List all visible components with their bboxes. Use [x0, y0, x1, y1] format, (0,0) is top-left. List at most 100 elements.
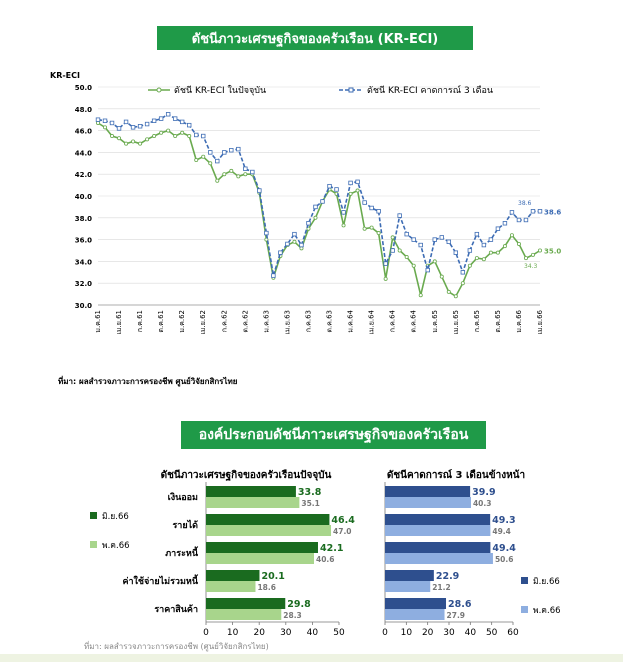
footer-strip — [0, 654, 623, 662]
bar-x-tick-label: 60 — [507, 628, 519, 638]
bar-current — [206, 570, 260, 581]
y-tick-label: 48.0 — [75, 106, 92, 114]
bar-current — [385, 486, 471, 497]
expect-point — [439, 235, 444, 240]
expect-point — [467, 248, 473, 253]
x-tick-label: เม.ย.66 — [536, 309, 544, 334]
main-chart-title: ดัชนีภาวะเศรษฐกิจของครัวเรือน (KR-ECI) — [157, 26, 473, 50]
bar-current — [206, 542, 318, 553]
expect-point — [474, 231, 480, 237]
bar-previous-value: 28.3 — [283, 611, 302, 620]
current-point — [488, 250, 493, 255]
expect-point — [537, 209, 543, 214]
bar-current-value: 49.4 — [492, 543, 516, 554]
bar-previous-value: 21.2 — [432, 583, 451, 592]
bar-current-value: 46.4 — [331, 515, 355, 526]
current-point — [474, 256, 479, 261]
bar-previous-value: 50.6 — [495, 555, 514, 564]
y-tick-label: 36.0 — [75, 237, 92, 245]
bar-legend-previous-swatch — [90, 541, 97, 548]
bar-previous — [385, 609, 445, 620]
bar-x-tick-label: 50 — [486, 628, 498, 638]
bar-legend-previous-label: พ.ค.66 — [533, 606, 561, 616]
x-tick-label: เม.ย.63 — [283, 310, 291, 334]
current-point — [467, 263, 472, 268]
bar-current-value: 49.3 — [492, 515, 515, 526]
current-point — [460, 281, 465, 286]
bar-category-label: ค่าใช้จ่ายไม่รวมหนี้ — [122, 574, 198, 587]
bar-current-value: 29.8 — [287, 599, 311, 610]
expect-point — [215, 158, 220, 164]
series-expect-line — [97, 113, 540, 276]
x-tick-label: ม.ค.66 — [515, 309, 523, 332]
x-tick-label: ม.ค.63 — [262, 310, 270, 333]
bar-previous-value: 35.1 — [301, 499, 320, 508]
bar-legend-previous-swatch — [521, 606, 528, 613]
current-point — [222, 172, 227, 177]
bar-chart-title: ดัชนีคาดการณ์ 3 เดือนข้างหน้า — [387, 469, 525, 481]
x-tick-label: เม.ย.64 — [368, 309, 376, 334]
bar-category-label: รายได้ — [172, 519, 198, 531]
x-tick-label: เม.ย.65 — [452, 310, 460, 334]
bar-previous-value: 40.6 — [316, 555, 335, 564]
expect-point — [425, 267, 430, 273]
current-point — [194, 158, 199, 163]
legend-expect-label: ดัชนี KR-ECI คาดการณ์ 3 เดือน — [367, 84, 493, 96]
expect-point — [369, 205, 374, 211]
expect-point — [102, 118, 108, 123]
expect-point — [390, 248, 395, 253]
expect-point — [236, 146, 241, 152]
current-point — [502, 244, 507, 249]
components-title: องค์ประกอบดัชนีภาวะเศรษฐกิจของครัวเรือน — [181, 421, 486, 449]
current-point — [313, 215, 318, 220]
expect-point — [151, 118, 157, 123]
expect-point — [355, 179, 360, 185]
current-point — [145, 137, 150, 142]
bar-x-tick-label: 30 — [443, 628, 455, 638]
bar-previous — [206, 581, 256, 592]
y-tick-label: 50.0 — [75, 84, 92, 92]
expect-point — [285, 241, 290, 247]
current-point — [446, 289, 451, 294]
x-tick-label: เม.ย.62 — [199, 310, 207, 334]
current-point — [166, 128, 171, 133]
x-tick-label: ต.ค.64 — [410, 309, 418, 332]
current-point — [236, 174, 241, 179]
bar-previous — [206, 609, 282, 620]
expect-point — [208, 150, 213, 155]
y-tick-label: 30.0 — [75, 302, 92, 310]
expect-point — [418, 242, 423, 248]
bar-previous — [206, 553, 314, 564]
bar-category-label: ภาระหนี้ — [165, 546, 199, 559]
current-point — [187, 134, 192, 139]
bar-legend-current-swatch — [521, 577, 528, 584]
expect-point — [243, 166, 248, 171]
current-point — [243, 172, 248, 177]
expect-point — [376, 209, 381, 214]
bar-current — [206, 598, 286, 609]
current-point — [173, 134, 178, 139]
bar-legend-current-swatch — [90, 512, 97, 519]
expect-point — [158, 116, 164, 121]
expect-point — [179, 119, 185, 125]
bar-legend-previous-label: พ.ค.66 — [102, 541, 130, 551]
current-point — [383, 276, 388, 281]
bar-previous — [385, 497, 471, 508]
bar-legend-current-label: มิ.ย.66 — [102, 512, 129, 522]
x-tick-label: ม.ค.64 — [347, 309, 355, 332]
bar-current-value: 39.9 — [472, 487, 495, 498]
expect-point — [306, 221, 311, 226]
current-point — [530, 252, 535, 257]
expect-point — [278, 250, 283, 255]
y-tick-label: 32.0 — [75, 280, 92, 288]
current-point — [355, 188, 360, 193]
bar-previous-value: 27.9 — [447, 611, 466, 620]
expect-point — [130, 125, 136, 130]
expect-point — [502, 221, 508, 226]
expect-point — [341, 210, 346, 215]
y-tick-label: 46.0 — [75, 128, 92, 136]
x-tick-label: ต.ค.61 — [157, 310, 165, 333]
expect-point — [397, 213, 402, 218]
bar-current-value: 28.6 — [448, 599, 472, 610]
